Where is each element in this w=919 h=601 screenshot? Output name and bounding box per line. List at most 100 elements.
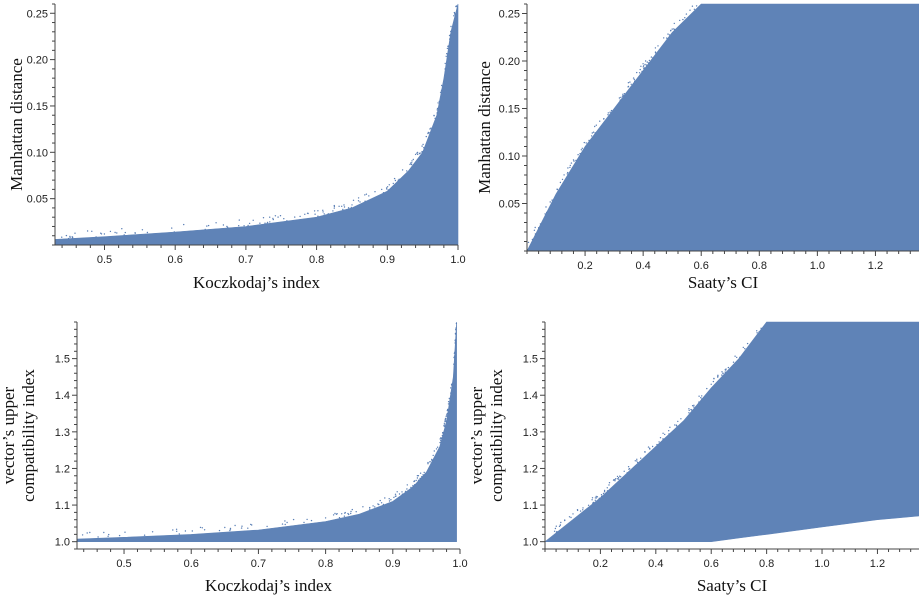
scatter-point [591,499,593,501]
scatter-point [259,222,261,224]
scatter-point [621,95,624,97]
scatter-point [440,437,442,439]
scatter-point [688,409,690,412]
y-axis-title: Manhattan distance [475,61,494,194]
scatter-point [445,415,447,418]
scatter-point [384,497,386,499]
scatter-point [283,218,285,220]
x-tick-label: 0.9 [380,254,395,266]
scatter-point [71,236,73,238]
scatter-point [433,114,435,117]
scatter-point [429,128,431,130]
scatter-point [439,441,441,444]
scatter-point [436,109,438,111]
scatter-point [564,519,566,521]
scatter-point [234,524,236,527]
scatter-point [388,500,391,502]
scatter-point [146,231,149,234]
scatter-point [579,510,582,512]
scatter-point [633,78,635,81]
scatter-point [441,434,444,437]
x-tick-label: 0.6 [694,260,709,272]
scatter-point [566,173,568,175]
scatter-point [608,482,611,484]
x-axis-title: Koczkodaj’s index [205,576,332,595]
scatter-point [423,471,425,474]
scatter-point [419,477,421,480]
scatter-point [374,506,376,508]
scatter-point [684,17,686,19]
scatter-point [335,513,338,515]
x-tick-label: 0.8 [759,558,774,570]
scatter-point [688,408,690,410]
scatter-point [401,491,403,493]
scatter-point [668,433,670,435]
scatter-point [585,142,587,144]
scatter-point [591,497,594,499]
scatter-point [651,445,654,448]
scatter-point [123,234,125,236]
scatter-point [269,216,271,218]
scatter-point [727,366,730,369]
scatter-point [272,218,274,221]
scatter-point [91,230,93,232]
y-tick-label: 0.05 [499,199,520,211]
scatter-point [606,487,608,489]
scatter-point [572,159,575,161]
scatter-point [306,518,308,521]
scatter-point [454,332,457,335]
scatter-point [406,488,408,490]
scatter-point [414,484,416,486]
scatter-point [175,528,178,530]
scatter-point [682,18,684,21]
scatter-point [453,11,456,14]
scatter-point [563,174,565,176]
x-tick-label: 0.9 [385,558,400,570]
scatter-point [648,447,651,449]
scatter-point [369,508,371,510]
scatter-point [609,111,611,113]
scatter-point [108,533,110,536]
scatter-point [453,355,456,357]
scatter-point [173,231,175,233]
scatter-point [698,401,700,403]
scatter-point [636,461,639,464]
scatter-point [634,80,636,82]
scatter-point [580,149,583,151]
scatter-point [712,380,715,383]
scatter-point [417,475,420,477]
scatter-point [673,22,675,25]
scatter-point [627,82,630,84]
scatter-point [251,524,253,526]
scatter-point [199,526,202,529]
scatter-point [619,99,621,101]
scatter-point [338,517,341,519]
scatter-point [343,204,345,206]
scatter-point [410,162,412,164]
scatter-point [614,478,617,480]
scatter-point [204,228,206,231]
scatter-point [658,441,660,443]
scatter-point [531,238,534,241]
scatter-point [572,513,574,515]
y-tick-label: 1.0 [523,537,538,549]
scatter-point [143,534,146,536]
scatter-point [415,479,417,482]
scatter-point [643,68,645,70]
scatter-point [695,5,698,7]
scatter-point [674,424,676,426]
x-tick-label: 1.2 [868,260,883,272]
scatter-point [569,166,571,169]
scatter-point [451,384,453,386]
scatter-point [203,529,206,531]
scatter-point [350,510,352,513]
scatter-point [449,38,451,40]
scatter-point [561,178,564,181]
scatter-point [545,211,548,214]
scatter-point [247,224,249,227]
scatter-point [247,527,249,529]
scatter-point [680,418,682,420]
scatter-point [379,499,381,502]
scatter-point [627,86,629,88]
scatter-point [398,178,400,180]
